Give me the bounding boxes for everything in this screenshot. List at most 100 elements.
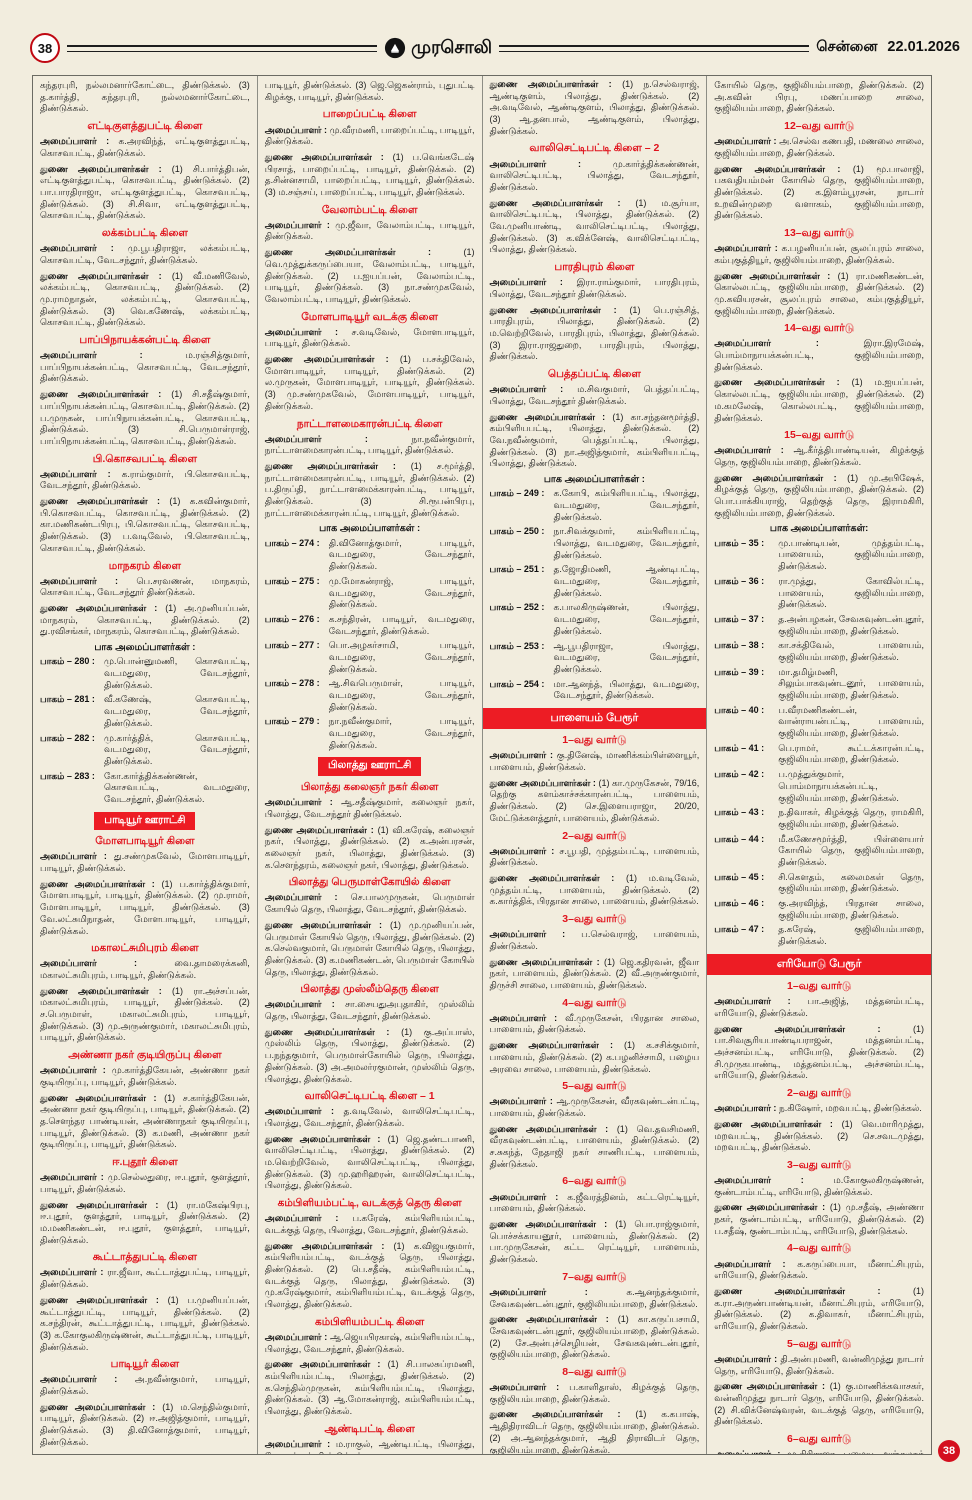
organizer-paragraph: துணை அமைப்பாளர்கள் : (1) ரா.மகேஷ்பிரபு, …	[40, 1199, 250, 1245]
role-label: துணை அமைப்பாளர்கள் :	[489, 1123, 617, 1134]
panchayat-banner: பாடியூர் ஊராட்சி	[40, 811, 250, 831]
role-label: அமைப்பாளர் :	[40, 136, 119, 147]
section-heading: அண்ணா நகர் குடியிருப்பு கிளை	[68, 1049, 222, 1062]
role-label: துணை அமைப்பாளர்கள் :	[489, 1218, 616, 1229]
part-number-label: பாகம் – 276 :	[264, 613, 320, 624]
role-label: துணை அமைப்பாளர்கள் :	[264, 824, 378, 835]
organizer-paragraph: அமைப்பாளர் : மு.கார்த்திக்கண்ணன், வாலிசெ…	[489, 158, 700, 192]
role-label: அமைப்பாளர் :	[264, 1106, 344, 1117]
role-label: அமைப்பாளர் :	[714, 445, 794, 456]
part-number-label: பாகம் – 44 :	[714, 833, 765, 844]
part-organizer-item: பாகம் – 43 : ந.திவாகர், கிழக்குத் தெரு, …	[714, 807, 924, 829]
organizer-paragraph: அமைப்பாளர் : சா.சையதுஅபுதாகிர், முஸ்லிம்…	[264, 999, 475, 1022]
town-banner: எரியோடு பேரூர்	[707, 953, 931, 976]
role-label: துணை அமைப்பாளர்கள் :	[264, 151, 393, 162]
role-label: துணை அமைப்பாளர்கள் :	[714, 1023, 913, 1034]
organizer-paragraph: அமைப்பாளர் : க.கருப்பையா, மீனாட்சிபுரம்,…	[714, 1258, 924, 1281]
section-heading: 15–வது வார்டு	[784, 429, 855, 442]
role-label: அமைப்பாளர் :	[714, 1103, 779, 1114]
role-label: அமைப்பாளர் :	[489, 384, 578, 395]
organizer-paragraph: அமைப்பாளர் : ஆ.முருகேசன், வீரகவுண்டன்பட்…	[489, 1096, 700, 1119]
page-number-bottom: 38	[942, 1445, 956, 1457]
organizer-paragraph: அமைப்பாளர் : க.ஆனந்தக்குமார், சேவகவுண்டன…	[489, 1286, 700, 1309]
part-organizer-item: பாகம் – 254 : மா.ஆனந்த், பிலாத்து, வடமது…	[489, 678, 700, 701]
newspaper-column-3: துணை அமைப்பாளர்கள் : (1) ந.செல்வராஜ், ஆண…	[482, 76, 708, 1454]
part-organizer-item: பாகம் – 249 : க.கோபி, கம்பிளியபட்டி, பில…	[489, 488, 700, 522]
organizer-paragraph: துணை அமைப்பாளர்கள் : (1) ரா.மணிகண்டன், க…	[714, 270, 924, 316]
section-heading: 14–வது வார்டு	[784, 322, 855, 335]
section-heading: 7–வது வார்டு	[562, 1270, 627, 1283]
part-organizer-item: பாகம் – 250 : நா.சிவக்குமார், கம்பிளியபட…	[489, 526, 700, 560]
section-heading: 8–வது வார்டு	[562, 1365, 627, 1378]
role-label: துணை அமைப்பாளர்கள் :	[40, 1092, 165, 1103]
organizer-paragraph: அமைப்பாளர் : தி.அன்புமணி, வன்னிமுத்து நா…	[714, 1353, 924, 1376]
part-number-label: பாகம் – 45 :	[714, 871, 765, 882]
page-number-badge-bottom: 38	[938, 1440, 960, 1462]
continuation-paragraph: பாடியூர், திண்டுக்கல். (3) ஜெ.ஜெகன்ராம்,…	[264, 80, 475, 102]
panchayat-banner-label: பிலாத்து ஊராட்சி	[317, 757, 422, 777]
organizer-paragraph: அமைப்பாளர் : து.சண்முகவேல், மோளபாடியூர்,…	[40, 851, 250, 874]
part-organizer-item: பாகம் – 276 : க.சந்திரன், பாடியூர், வடமத…	[264, 613, 475, 636]
part-organizer-item: பாகம் – 45 : சி.கௌதம், கலைமகள் தெரு, குஜ…	[714, 871, 924, 894]
section-heading: வேலாம்பட்டி கிளை	[321, 203, 418, 216]
organizer-paragraph: துணை அமைப்பாளர்கள் : (1) க.கவின்குமார், …	[40, 496, 250, 553]
section-heading: கூட்டாத்துபட்டி கிளை	[92, 1251, 197, 1264]
part-organizer-item: பாகம் – 42 : ப.முத்துக்குமார், பொம்மாநாய…	[714, 769, 899, 803]
role-label: துணை அமைப்பாளர்கள் :	[40, 1401, 163, 1412]
edition-date: 22.01.2026	[887, 39, 960, 55]
role-label: அமைப்பாளர் :	[714, 1175, 834, 1186]
organizer-paragraph: அமைப்பாளர் : பா.அஜித், மத்தனம்பட்டி, எரி…	[714, 996, 924, 1018]
section-heading: 3–வது வார்டு	[787, 1158, 852, 1171]
role-label: துணை அமைப்பாளர்கள் :	[40, 1199, 167, 1210]
role-label: துணை அமைப்பாளர்கள் :	[714, 163, 853, 174]
organizer-paragraph: துணை அமைப்பாளர்கள் : (1) கு.அப்பாஸ், முஸ…	[264, 1026, 475, 1084]
role-label: அமைப்பாளர் :	[264, 326, 352, 337]
panchayat-banner: பிலாத்து ஊராட்சி	[265, 757, 475, 777]
part-number-label: பாகம் – 283 :	[40, 770, 95, 781]
role-label: அமைப்பாளர் :	[714, 1353, 781, 1364]
organizer-paragraph: துணை அமைப்பாளர்கள் : (1) வெ.முத்துக்கருப…	[264, 247, 475, 304]
continuation-paragraph: கோயில் தெரு, குஜிலியம்பாறை, திண்டுக்கல்.…	[714, 80, 924, 114]
role-label: துணை அமைப்பாளர்கள் :	[489, 1040, 625, 1051]
part-number-label: பாகம் – 278 :	[264, 678, 320, 689]
role-label: அமைப்பாளர் :	[264, 1331, 331, 1342]
organizer-paragraph: அமைப்பாளர் : ந.கிஷோர், மறவபட்டி, திண்டுக…	[714, 1103, 922, 1114]
organizer-paragraph: துணை அமைப்பாளர்கள் : (1) வி.கரேஷ், கலைஞர…	[264, 824, 475, 870]
role-label: துணை அமைப்பாளர்கள் :	[714, 1118, 842, 1129]
newspaper-column-4: கோயில் தெரு, குஜிலியம்பாறை, திண்டுக்கல்.…	[707, 76, 931, 1454]
section-heading: பிலாத்து பெருமாள்கோயில் கிளை	[288, 876, 451, 889]
organizer-paragraph: துணை அமைப்பாளர்கள் : (1) சி.பார்த்திபன்,…	[40, 163, 250, 221]
part-number-label: பாகம் – 39 :	[714, 666, 765, 677]
role-label: அமைப்பாளர் :	[714, 136, 780, 147]
part-organizer-item: பாகம் – 39 : மா.தமிழ்மணி, சிலும்பாகவுண்ட…	[714, 666, 924, 701]
section-heading: கம்பிளியம்பட்டி கிளை	[314, 1315, 425, 1328]
part-number-label: பாகம் – 35 :	[714, 537, 765, 548]
organizer-paragraph: துணை அமைப்பாளர்கள் : (1) மூ.பாலாஜி, பகவத…	[714, 163, 924, 221]
part-number-label: பாகம் – 252 :	[489, 602, 545, 613]
role-label: அமைப்பாளர் :	[714, 1258, 798, 1269]
part-number-label: பாகம் – 37 :	[714, 613, 765, 624]
section-heading: 3–வது வார்டு	[562, 913, 627, 926]
organizer-paragraph: அமைப்பாளர் : மு.வீரமணி, பாறைப்பட்டி, பாட…	[264, 124, 475, 147]
part-number-label: பாகம் – 253 :	[489, 640, 545, 651]
section-heading: பாப்பிநாயக்கன்பட்டி கிளை	[79, 333, 211, 346]
part-number-label: பாகம் – 282 :	[40, 732, 95, 743]
section-heading: கம்பிளியம்பட்டி, வடக்குத் தெரு கிளை	[277, 1197, 462, 1210]
role-label: அமைப்பாளர் :	[489, 1012, 566, 1023]
panchayat-banner-label: பாடியூர் ஊராட்சி	[94, 811, 196, 831]
section-heading: ஆண்டிபட்டி கிளை	[324, 1422, 415, 1435]
role-label: துணை அமைப்பாளர்கள் :	[489, 79, 623, 89]
role-label: அமைப்பாளர் :	[40, 1374, 135, 1385]
organizer-paragraph: அமைப்பாளர் : அ.நவீன்குமார், பாடியூர், தி…	[40, 1374, 250, 1397]
part-number-label: பாகம் – 42 :	[714, 769, 765, 780]
role-label: துணை அமைப்பாளர்கள் :	[714, 270, 838, 281]
organizer-paragraph: துணை அமைப்பாளர்கள் : (1) ம.ஐயப்பன், கொல்…	[714, 377, 924, 423]
section-heading: 4–வது வார்டு	[787, 1242, 852, 1255]
organizer-paragraph: துணை அமைப்பாளர்கள் : (1) பெ.ரஞ்சித், பார…	[489, 304, 700, 362]
organizer-paragraph: துணை அமைப்பாளர்கள் : (1) ப.வெங்கடேஷ் பிர…	[264, 151, 475, 197]
organizer-paragraph: துணை அமைப்பாளர்கள் : (1) க.விஜயகுமார், க…	[264, 1240, 475, 1310]
organizer-paragraph: துணை அமைப்பாளர்கள் : (1) அ.முனியப்பன், ம…	[40, 603, 250, 637]
part-organizer-item: பாகம் – 253 : ஆ.பூபதிராஜா, பிலாத்து, வடம…	[489, 640, 700, 674]
section-heading: 5–வது வார்டு	[787, 1337, 852, 1350]
section-heading: பாரதிபுரம் கிளை	[554, 261, 635, 274]
